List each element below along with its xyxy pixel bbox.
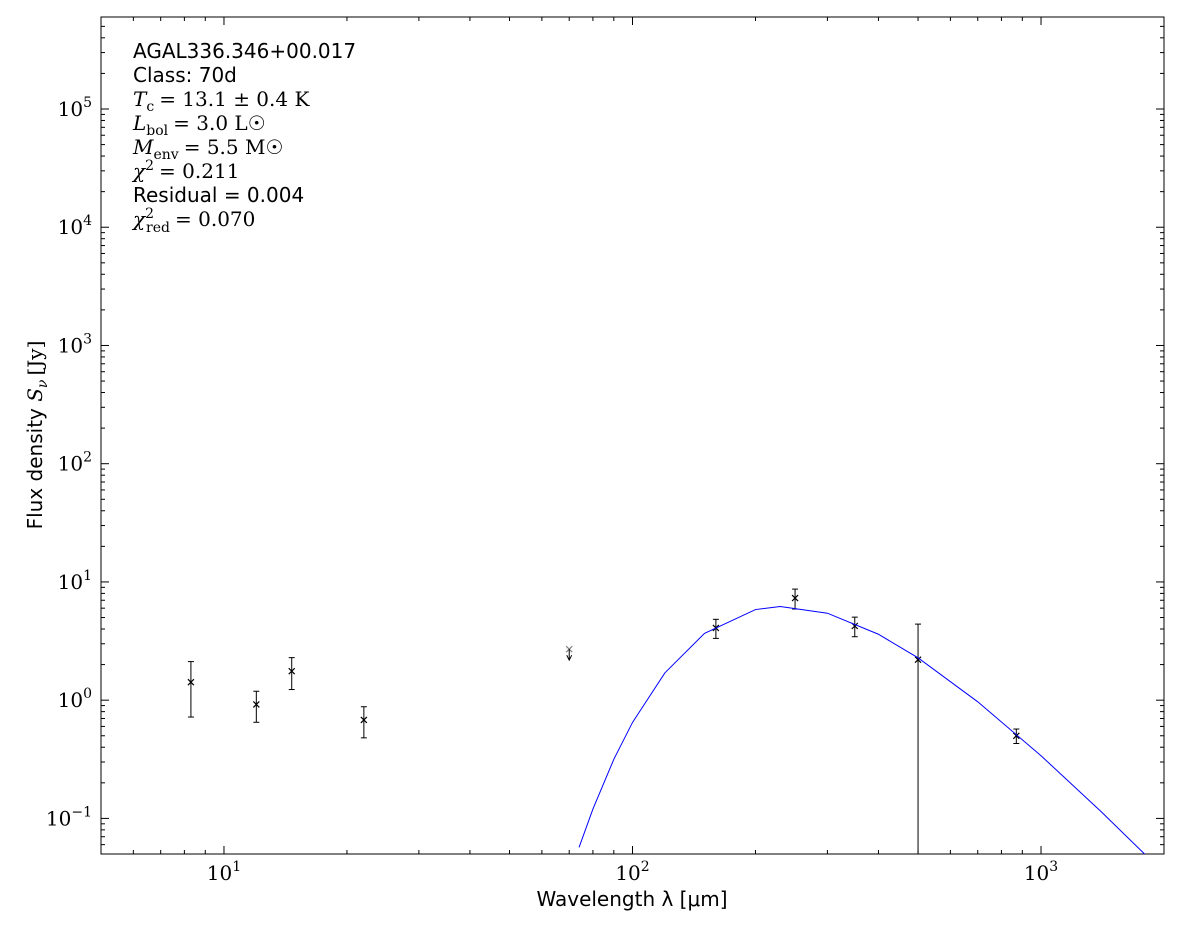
y-tick-exponent: 2 xyxy=(83,450,92,466)
y-tick-exponent: 3 xyxy=(83,331,92,347)
y-tick-label: 102 xyxy=(58,450,92,476)
annotation-sub: env xyxy=(153,147,178,163)
data-point xyxy=(914,656,922,664)
annotation: AGAL336.346+00.017 xyxy=(133,39,356,63)
annotation: Class: 70d xyxy=(133,63,237,87)
annotation-text: = 0.211 xyxy=(159,159,239,183)
x-tick-exponent: 3 xyxy=(1049,859,1058,875)
annotation-symbol: L xyxy=(132,111,146,135)
data-point xyxy=(288,667,296,675)
annotation-symbol: χ xyxy=(131,159,147,183)
annotation-symbol: T xyxy=(133,87,148,111)
annotation-text: AGAL336.346+00.017 xyxy=(133,39,356,63)
x-tick-label: 101 xyxy=(207,859,241,885)
annotation-symbol: M xyxy=(132,135,154,159)
model-curve xyxy=(578,605,1146,854)
y-label-sub: ν xyxy=(35,379,51,388)
annotation: χ2 = 0.211 xyxy=(131,158,239,183)
annotation-sub: c xyxy=(146,99,154,115)
x-tick-label: 103 xyxy=(1024,859,1058,885)
annotation: Residual = 0.004 xyxy=(133,183,304,207)
annotation-sup: 2 xyxy=(145,206,154,222)
y-tick-exponent: 0 xyxy=(83,686,92,702)
x-tick-base: 10 xyxy=(1024,861,1049,885)
annotation-text: Class: 70d xyxy=(133,63,237,87)
y-tick-base: 10 xyxy=(58,452,83,476)
upper-limit-arrow xyxy=(566,649,573,662)
y-tick-label: 101 xyxy=(58,568,92,594)
y-axis-label: Flux density Sν [Jy] xyxy=(23,341,51,530)
y-tick-label: 10−1 xyxy=(46,804,92,830)
x-tick-label: 102 xyxy=(615,859,649,885)
y-tick-base: 10 xyxy=(58,97,83,121)
y-tick-base: 10 xyxy=(46,806,71,830)
y-label-text: Flux density xyxy=(23,408,47,529)
data-point xyxy=(252,701,260,708)
annotation-text: = 3.0 L☉ xyxy=(173,111,266,135)
y-tick-base: 10 xyxy=(58,688,83,712)
data-point xyxy=(791,594,799,602)
y-tick-exponent: −1 xyxy=(71,804,92,820)
annotation: Tc = 13.1 ± 0.4 K xyxy=(133,87,310,115)
y-tick-label: 105 xyxy=(58,95,92,121)
y-label-symbol: S xyxy=(23,388,47,402)
y-tick-label: 104 xyxy=(58,213,92,239)
y-tick-base: 10 xyxy=(58,570,83,594)
annotation-text: = 5.5 M☉ xyxy=(184,135,284,159)
data-point xyxy=(1012,732,1020,740)
y-tick-label: 103 xyxy=(58,331,92,357)
y-tick-base: 10 xyxy=(58,215,83,239)
annotation-sub: bol xyxy=(146,123,168,139)
y-tick-exponent: 1 xyxy=(83,568,92,584)
annotation: Menv = 5.5 M☉ xyxy=(132,135,283,163)
x-axis-label: Wavelength λ [μm] xyxy=(536,887,727,911)
data-point xyxy=(360,716,368,724)
annotation-sup: 2 xyxy=(145,158,154,174)
y-tick-exponent: 5 xyxy=(83,95,92,111)
data-point xyxy=(187,678,195,686)
annotation-text: Residual = 0.004 xyxy=(133,183,304,207)
y-tick-exponent: 4 xyxy=(83,213,92,229)
x-tick-exponent: 1 xyxy=(232,859,241,875)
annotation-sub: red xyxy=(146,220,170,236)
plot-area xyxy=(187,588,1146,854)
x-tick-base: 10 xyxy=(207,861,232,885)
y-label-unit: [Jy] xyxy=(23,341,47,376)
upper-limit-marker xyxy=(565,645,573,653)
x-tick-exponent: 2 xyxy=(641,859,650,875)
annotation-text: = 13.1 ± 0.4 K xyxy=(159,87,310,111)
x-tick-base: 10 xyxy=(615,861,640,885)
annotation-text: = 0.070 xyxy=(175,207,255,231)
y-tick-base: 10 xyxy=(58,333,83,357)
y-tick-label: 100 xyxy=(58,686,92,712)
annotation: χ2 red = 0.070 xyxy=(131,206,255,236)
annotation: Lbol = 3.0 L☉ xyxy=(132,111,266,139)
annotation-symbol: χ xyxy=(131,207,147,231)
